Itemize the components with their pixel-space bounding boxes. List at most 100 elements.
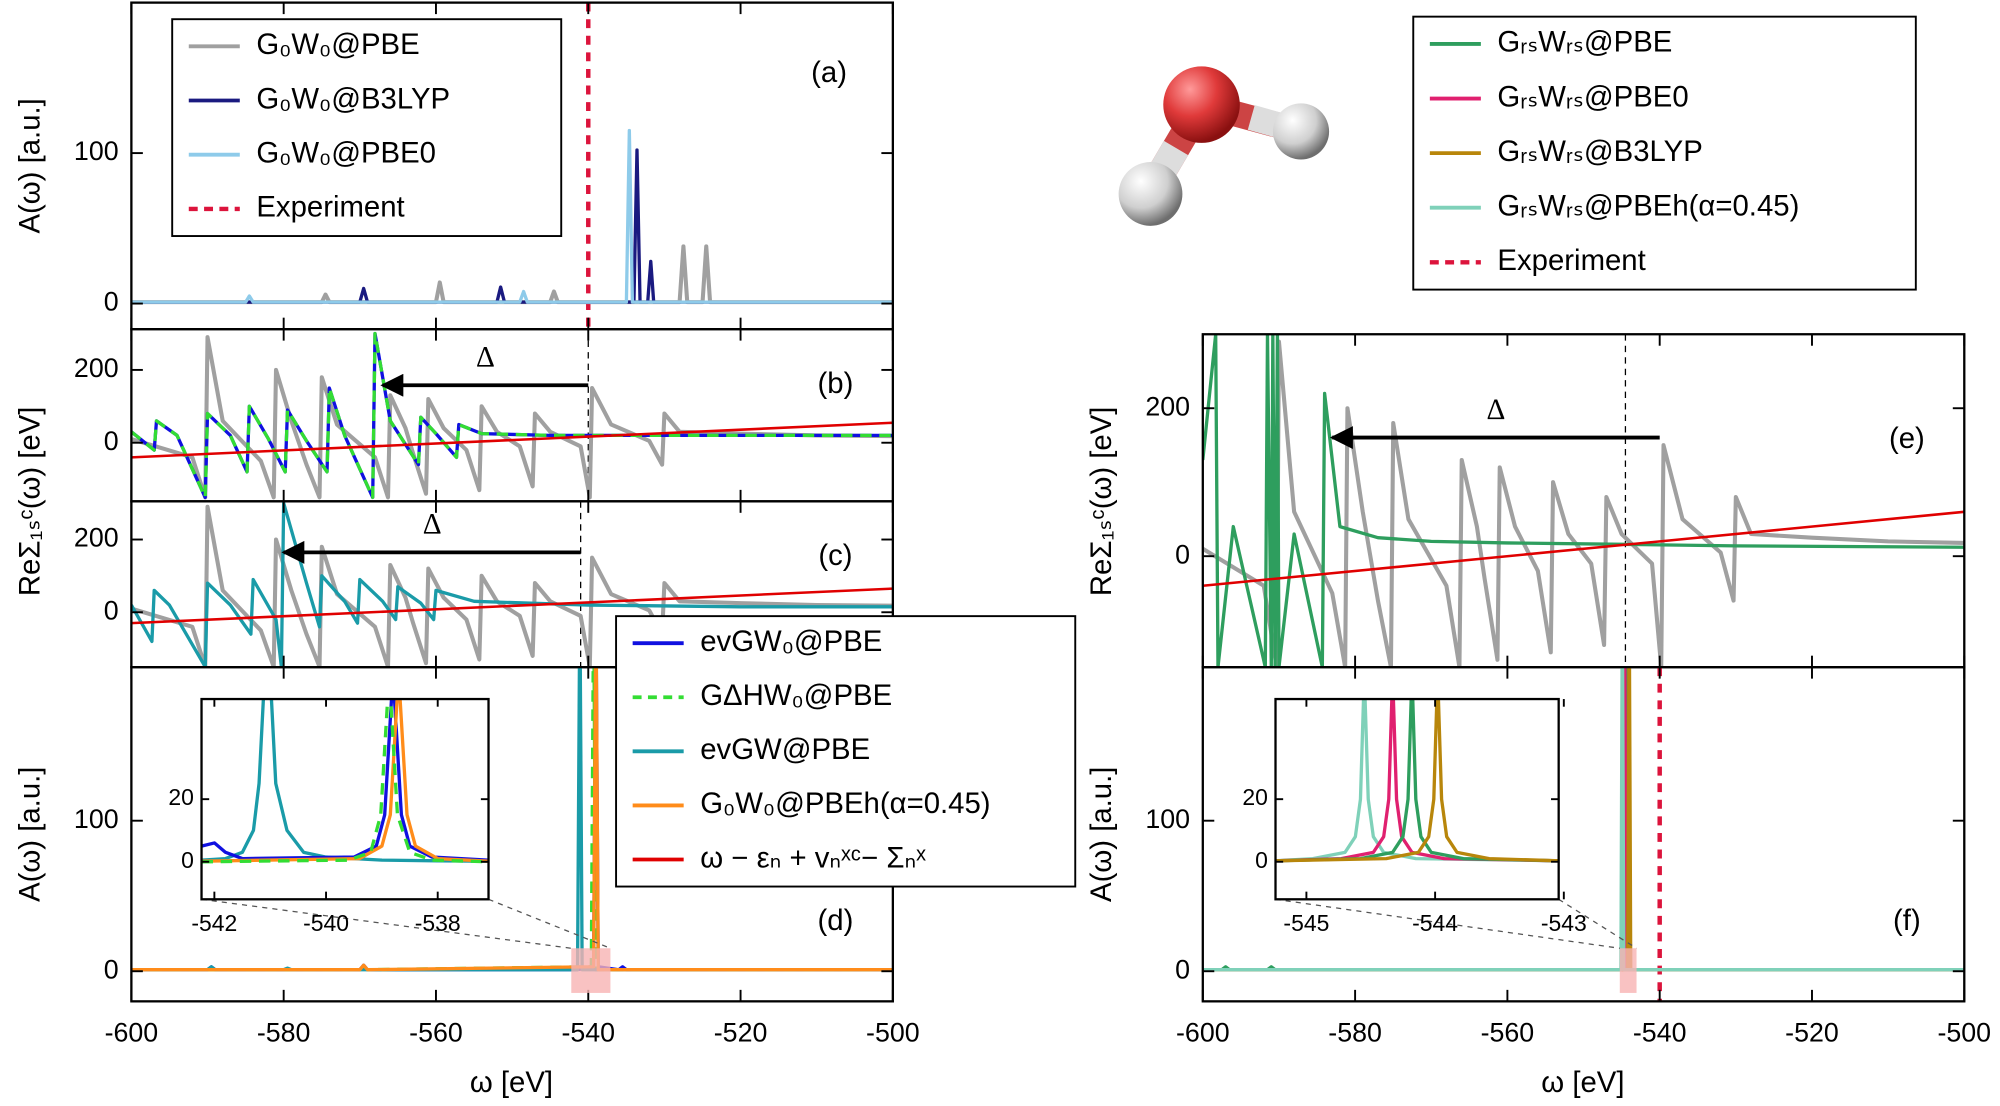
x-tick-label: -580 [257, 1018, 311, 1048]
legend-box [1412, 15, 1917, 291]
zoom-region [1619, 948, 1637, 993]
series-line [1202, 510, 1965, 588]
panel: 0 200 Δ (c) [74, 500, 895, 669]
plot-area [131, 501, 893, 668]
y-tick-label: 0 [1175, 539, 1190, 569]
y-axis-label: ReΣ₁ₛᶜ(ω) [eV] [1085, 407, 1118, 597]
x-tick-label: -545 [1283, 910, 1329, 936]
frame [1201, 666, 1966, 1003]
x-tick-label: -580 [1328, 1018, 1382, 1048]
y-tick-label: 200 [74, 523, 119, 553]
series-line [1275, 699, 1559, 863]
series-line [131, 335, 893, 500]
legend-label: GᵣₛWᵣₛ@PBE0 [1497, 80, 1688, 113]
y-tick-label: 0 [1255, 847, 1268, 873]
plot-area [131, 329, 893, 502]
y-axis-label: A(ω) [a.u.] [14, 98, 47, 233]
frame [1274, 697, 1560, 901]
series-line [201, 699, 489, 863]
y-axis-label: A(ω) [a.u.] [14, 767, 47, 902]
legend-label: evGW@PBE [700, 733, 870, 766]
x-tick-label: -540 [1633, 1018, 1687, 1048]
inset: 0 20 -542 -540 -538 [168, 697, 611, 949]
y-tick-label: 20 [1242, 784, 1268, 810]
x-tick-label: -600 [1176, 1018, 1230, 1048]
x-tick-label: -600 [105, 1018, 159, 1048]
panel-label: (a) [811, 56, 847, 89]
series-line [131, 501, 893, 668]
x-tick-label: -520 [714, 1018, 768, 1048]
series-line [131, 587, 893, 625]
oxygen [1163, 66, 1240, 143]
x-axis-label: ω [eV] [470, 1066, 553, 1099]
series-line [1275, 699, 1559, 863]
x-tick-label: -540 [561, 1018, 615, 1048]
panel: 0 200 Δ (b) ReΣ₁ₛᶜ(ω) [eV] [14, 328, 895, 597]
legend: GᵣₛWᵣₛ@PBE GᵣₛWᵣₛ@PBE0 GᵣₛWᵣₛ@B3LYP GᵣₛWᵣₛ@… [1412, 15, 1917, 291]
legend-label: GᵣₛWᵣₛ@B3LYP [1497, 135, 1702, 168]
x-tick-label: -538 [415, 910, 461, 936]
x-tick-label: -560 [409, 1018, 463, 1048]
y-tick-label: 0 [104, 595, 119, 625]
series-line [131, 667, 893, 972]
legend-box [615, 615, 1077, 888]
legend-label: GᵣₛWᵣₛ@PBEh(α=0.45) [1497, 189, 1799, 222]
series-line [131, 331, 893, 500]
zoom-connector [1275, 898, 1620, 949]
series-line [201, 699, 489, 862]
plot-area [201, 699, 489, 864]
zoom-connector [201, 898, 572, 949]
plot-area [131, 2, 893, 330]
hydrogen [1272, 103, 1330, 160]
panel: 0 100 -600 -580 -560 -540 -520 -500 (f) A(ω) [a.u… [1085, 666, 1991, 1099]
x-tick-label: -560 [1481, 1018, 1535, 1048]
panel-label: (d) [818, 904, 854, 937]
plot-area [1202, 334, 1965, 668]
panel-label: (e) [1889, 422, 1925, 455]
legend-label: G₀W₀@PBE0 [256, 136, 436, 169]
series-line [1202, 667, 1965, 972]
legend-label: GΔHW₀@PBE [700, 679, 892, 712]
series-line [201, 699, 489, 864]
series-line [131, 128, 893, 304]
y-tick-label: 0 [1175, 954, 1190, 984]
frame [1201, 333, 1966, 669]
series-line [201, 699, 489, 863]
hydrogen [1118, 162, 1183, 226]
series-line [1275, 699, 1559, 863]
series-line [1202, 339, 1965, 668]
y-tick-label: 0 [104, 426, 119, 456]
panel: 0 100 (a) A(ω) [a.u.] [14, 1, 895, 331]
panel-label: (c) [818, 539, 852, 572]
y-tick-label: 200 [74, 353, 119, 383]
y-axis-label: A(ω) [a.u.] [1085, 767, 1118, 902]
legend-box [171, 18, 563, 237]
y-axis-label: ReΣ₁ₛᶜ(ω) [eV] [14, 407, 47, 597]
legend-label: evGW₀@PBE [700, 625, 882, 658]
molecule [1118, 66, 1330, 226]
zoom-connector [488, 898, 611, 949]
legend-label: Experiment [256, 191, 404, 224]
x-tick-label: -500 [866, 1018, 920, 1048]
zoom-region [571, 948, 611, 993]
x-axis-label: ω [eV] [1541, 1066, 1624, 1099]
plot-area [1202, 667, 1965, 1002]
series-line [1202, 334, 1965, 668]
y-tick-label: 200 [1145, 391, 1190, 421]
series-line [131, 244, 893, 305]
frame [200, 697, 490, 901]
series-line [131, 421, 893, 459]
delta-label: Δ [423, 509, 442, 541]
y-tick-label: 100 [74, 804, 119, 834]
legend-label: Experiment [1497, 244, 1645, 277]
legend: G₀W₀@PBE G₀W₀@B3LYP G₀W₀@PBE0 Experiment [171, 18, 563, 237]
y-tick-label: 0 [104, 287, 119, 317]
legend-label: GᵣₛWᵣₛ@PBE [1497, 26, 1672, 59]
legend-label: G₀W₀@PBEh(α=0.45) [700, 787, 990, 820]
y-tick-label: 20 [168, 784, 194, 810]
panel-label: (b) [818, 367, 854, 400]
inset: 0 20 -545 -544 -543 [1242, 697, 1637, 949]
y-tick-label: 100 [1145, 804, 1190, 834]
x-tick-label: -542 [191, 910, 237, 936]
